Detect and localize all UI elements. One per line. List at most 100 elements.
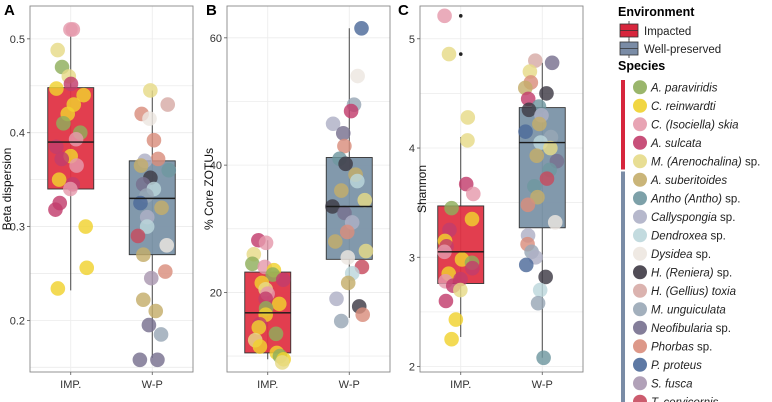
data-point [354, 20, 369, 36]
data-point [539, 86, 554, 101]
outlier-point [458, 14, 463, 18]
legend-species-dot [633, 394, 647, 402]
data-point [520, 197, 536, 213]
legend-species-label: A. paraviridis [650, 82, 718, 94]
data-point [529, 148, 545, 163]
data-point [520, 91, 536, 107]
data-point [48, 202, 63, 217]
y-tick-label: 4 [409, 143, 415, 155]
data-point [275, 272, 291, 288]
legend-species-suffix: sp. [712, 323, 731, 335]
legend-species-suffix: sp. [707, 230, 726, 242]
data-point [136, 247, 151, 262]
data-point [148, 303, 164, 319]
legend-species-dot [633, 265, 647, 280]
legend-species-italic: P. proteus [651, 360, 702, 372]
data-point [464, 211, 480, 227]
y-tick-label: 3 [409, 252, 415, 264]
data-point [251, 320, 267, 335]
legend-species-label: H. (Reniera) sp. [651, 267, 732, 279]
data-point [159, 238, 175, 253]
data-point [160, 97, 176, 112]
legend-species-italic: Dysidea [651, 249, 693, 261]
panel-letter: A [4, 2, 15, 19]
legend-species-italic: Neofibularia [651, 323, 712, 335]
panel-C: 2 3 4 5 IMP. W-P Shannon C [398, 2, 584, 391]
data-point [543, 140, 558, 156]
y-axis-title: Shannon [415, 165, 429, 213]
data-point [65, 22, 81, 37]
data-point [358, 243, 374, 259]
data-point [133, 195, 148, 211]
data-point [441, 46, 457, 62]
data-point [133, 158, 149, 173]
legend-species-dot [633, 172, 647, 187]
legend-species-dot [633, 283, 647, 298]
data-point [337, 138, 352, 154]
legend-env-label: Impacted [644, 26, 691, 38]
legend-species-italic: S. fusca [651, 378, 693, 390]
legend-species-italic: H. (Reniera) [651, 267, 714, 279]
data-point [334, 183, 349, 198]
legend-environment-title: Environment [618, 5, 695, 19]
data-point [161, 162, 177, 178]
legend-species-label: H. (Gellius) toxia [651, 286, 736, 298]
data-point [343, 103, 359, 119]
legend-species-label: C. (Isociella) skia [651, 119, 739, 131]
data-point [79, 260, 95, 276]
legend-species-label: A. sulcata [650, 138, 702, 150]
y-tick-label: 40 [210, 160, 222, 172]
y-tick-label: 0.5 [10, 34, 25, 46]
data-point [338, 156, 353, 172]
legend-species-label: M. unguiculata [651, 304, 726, 316]
y-axis-title: % Core ZOTUs [202, 148, 216, 230]
legend-species-label: Dendroxea sp. [651, 230, 726, 242]
legend-species-label: T. cervicornis [651, 397, 719, 402]
data-point [63, 76, 79, 92]
data-point [327, 234, 343, 249]
legend-species-label: S. fusca [651, 378, 693, 390]
data-point [150, 352, 165, 368]
legend-species-italic: A. sulcata [650, 138, 702, 150]
data-point [453, 282, 468, 298]
data-point [54, 151, 70, 167]
y-tick-label: 2 [409, 362, 415, 374]
data-point [444, 331, 459, 347]
data-point [325, 116, 341, 132]
x-tick-label: IMP. [450, 379, 471, 391]
data-point [135, 292, 151, 308]
legend-species-dot [633, 339, 647, 354]
data-point [141, 317, 157, 333]
data-point [521, 102, 537, 118]
data-point [78, 219, 93, 234]
legend: Environment Impacted Well-preserved Species… [618, 5, 760, 402]
legend-species-italic: Callyspongia [651, 212, 717, 224]
legend-species-italic: A. suberitoides [650, 175, 727, 187]
data-point [460, 110, 476, 125]
data-point [143, 83, 158, 98]
legend-species-italic: H. (Gellius) toxia [651, 286, 736, 298]
panel-border [29, 5, 194, 373]
legend-species-label: A. suberitoides [650, 175, 727, 187]
data-point [528, 53, 543, 68]
y-tick-label: 60 [210, 33, 222, 45]
data-point [271, 296, 287, 312]
data-point [547, 215, 563, 230]
legend-wellpreserved-bar [621, 171, 625, 402]
legend-species-label: P. proteus [651, 360, 702, 372]
legend-species-dot [633, 80, 647, 95]
legend-species-italic: Antho (Antho) [650, 193, 722, 205]
data-point [258, 235, 274, 251]
data-point [132, 352, 148, 368]
data-point [49, 139, 64, 155]
data-point [357, 192, 373, 208]
y-tick-label: 0.2 [10, 315, 25, 327]
panel-letter: C [398, 2, 409, 19]
x-tick-label: W-P [532, 379, 553, 391]
x-tick-label: IMP. [60, 379, 81, 391]
legend-species-dot [633, 191, 647, 206]
legend-species-title: Species [618, 59, 665, 73]
data-point [539, 171, 555, 186]
data-point [63, 181, 78, 197]
data-point [340, 250, 356, 265]
